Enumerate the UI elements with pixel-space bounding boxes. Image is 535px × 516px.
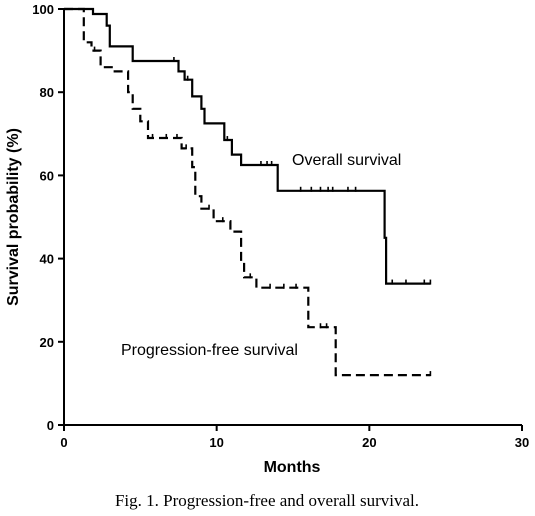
axes: 0 20 40 60 80 100 0 10 20 30: [32, 2, 529, 450]
pfs-label: Progression-free survival: [121, 342, 298, 359]
series-overall-survival: [64, 7, 432, 285]
survival-curve-line: [64, 7, 431, 285]
series-layer: [64, 7, 432, 377]
x-tick-label: 30: [515, 435, 529, 450]
x-tick-label: 0: [60, 435, 67, 450]
x-tick-label: 20: [362, 435, 376, 450]
series-progression-free-survival: [64, 7, 432, 377]
y-tick-label: 0: [47, 418, 54, 433]
y-tick-label: 20: [40, 335, 54, 350]
y-tick-label: 40: [40, 252, 54, 267]
overall-survival-label: Overall survival: [292, 152, 401, 169]
figure-caption: Fig. 1. Progression-free and overall sur…: [115, 491, 419, 510]
y-tick-label: 100: [32, 2, 54, 17]
survival-curve-line: [64, 7, 431, 377]
y-tick-label: 80: [40, 85, 54, 100]
y-axis-title: Survival probability (%): [5, 128, 22, 306]
y-tick-label: 60: [40, 168, 54, 183]
x-tick-label: 10: [209, 435, 223, 450]
x-axis-title: Months: [264, 459, 321, 476]
